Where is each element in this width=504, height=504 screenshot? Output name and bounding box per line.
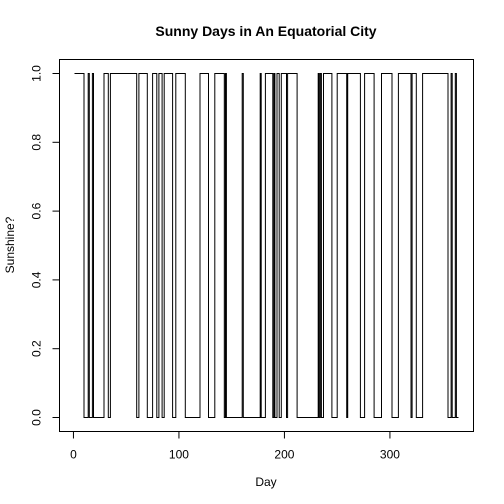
y-tick-label: 0.6 xyxy=(30,202,44,219)
y-axis-label: Sunshine? xyxy=(3,216,17,273)
x-tick-label: 0 xyxy=(70,448,77,462)
y-axis: 0.0 0.2 0.4 0.6 0.8 1.0 xyxy=(30,65,60,426)
y-tick-label: 0.8 xyxy=(30,134,44,151)
x-tick-label: 200 xyxy=(274,448,294,462)
x-axis: 0 100 200 300 xyxy=(70,431,400,462)
x-tick-label: 300 xyxy=(380,448,400,462)
y-tick-label: 0.4 xyxy=(30,271,44,288)
x-tick-label: 100 xyxy=(169,448,189,462)
y-tick-label: 0.2 xyxy=(30,340,44,357)
y-tick-label: 1.0 xyxy=(30,65,44,82)
y-tick-label: 0.0 xyxy=(30,409,44,426)
chart-title: Sunny Days in An Equatorial City xyxy=(155,23,376,39)
x-axis-label: Day xyxy=(255,475,276,489)
sunshine-series-line xyxy=(74,73,459,418)
